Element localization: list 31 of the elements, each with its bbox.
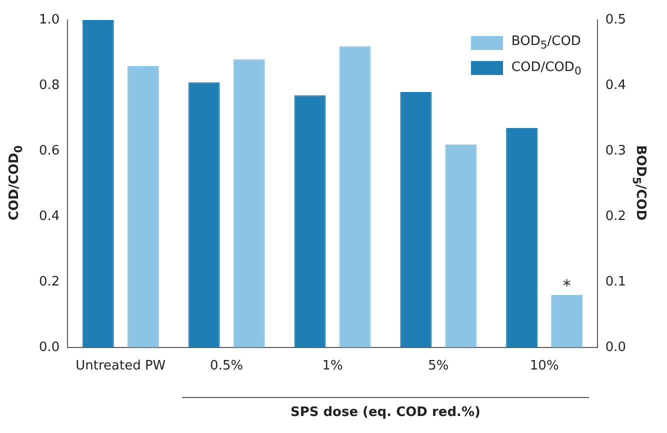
x-tick-label: 10% [530, 358, 559, 374]
x-tick-label: 5% [428, 358, 449, 374]
y2-tick-label: 0.3 [605, 143, 626, 158]
y2-tick-label: 0.0 [605, 340, 626, 355]
bar [294, 95, 326, 348]
bar [82, 20, 114, 348]
y-tick-label: 0.8 [38, 78, 60, 93]
y2-tick-label: 0.4 [605, 78, 626, 93]
legend-label: COD/COD$_{0}$ [511, 60, 582, 78]
x-tick-label: 1% [322, 358, 343, 374]
bar [551, 295, 583, 348]
x-axis-title: SPS dose (eq. COD red.%) [289, 405, 482, 420]
y-tick-label: 0.6 [38, 143, 60, 158]
bar [506, 128, 538, 348]
y2-tick-label: 0.1 [605, 274, 626, 290]
y-tick-label: 0.4 [38, 208, 60, 224]
x-tick-label: Untreated PW [76, 358, 166, 374]
bar [233, 59, 265, 348]
bar [127, 66, 159, 348]
annotation: * [562, 276, 571, 296]
bar [339, 46, 371, 348]
y2-tick-label: 0.5 [605, 12, 626, 28]
y-tick-label: 0.0 [38, 340, 60, 355]
y-tick-label: 0.2 [38, 274, 60, 290]
y2-tick-label: 0.2 [605, 208, 626, 224]
legend-label: BOD$_{5}$/COD [511, 34, 581, 52]
bar [400, 92, 432, 348]
y-tick-label: 1.0 [38, 12, 60, 28]
bar [445, 144, 477, 348]
bar [188, 82, 220, 348]
x-tick-label: 0.5% [210, 358, 244, 374]
